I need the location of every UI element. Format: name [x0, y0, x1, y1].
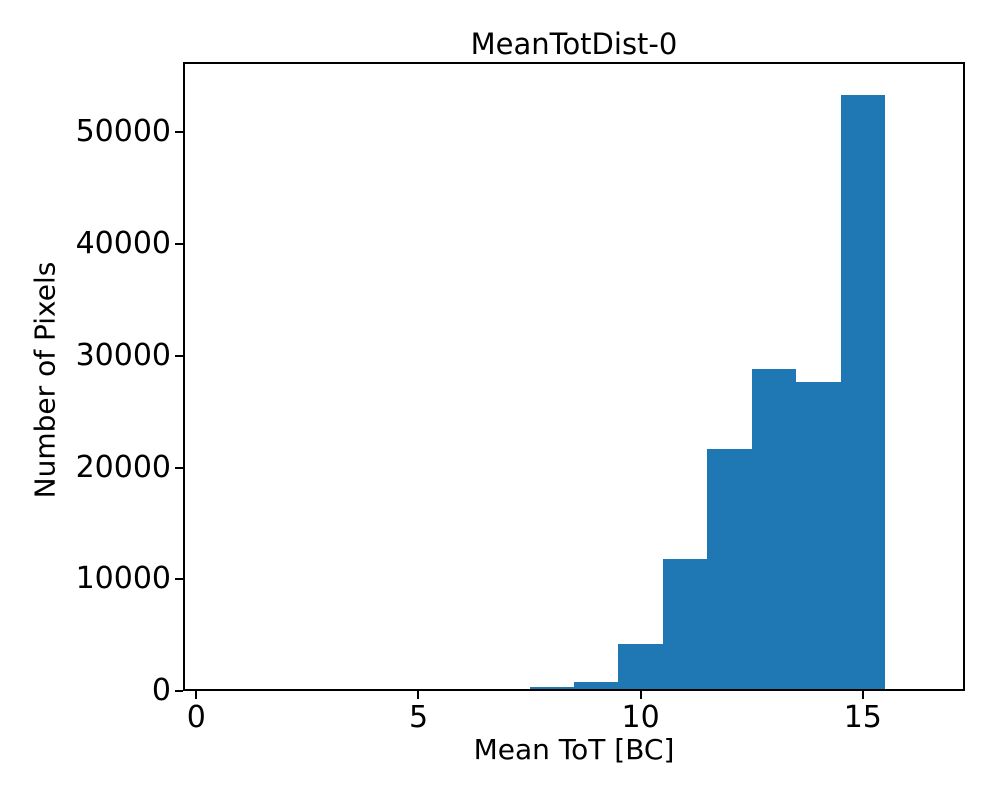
- plot-area: [183, 62, 965, 691]
- y-tick-label: 20000: [75, 449, 171, 485]
- x-tick-label: 5: [408, 700, 429, 735]
- histogram-bar: [618, 644, 663, 689]
- y-tick-label: 40000: [75, 226, 171, 262]
- y-tick-label: 30000: [75, 337, 171, 373]
- y-tick-mark: [175, 131, 183, 134]
- histogram-bar: [751, 369, 797, 689]
- x-tick-mark: [861, 691, 864, 699]
- x-tick-mark: [195, 691, 198, 699]
- histogram-bar: [707, 448, 752, 689]
- y-tick-label: 10000: [75, 561, 171, 597]
- y-tick-label: 0: [151, 673, 171, 708]
- x-tick-label: 15: [843, 700, 882, 735]
- histogram-bar: [662, 559, 708, 689]
- y-tick-mark: [175, 243, 183, 246]
- y-tick-mark: [175, 466, 183, 469]
- x-tick-mark: [417, 691, 420, 699]
- histogram-bar: [840, 94, 885, 689]
- chart-title: MeanTotDist-0: [470, 27, 678, 61]
- histogram-bar: [574, 681, 619, 689]
- y-tick-label: 50000: [75, 114, 171, 150]
- histogram-bar: [529, 686, 574, 689]
- y-tick-mark: [175, 690, 183, 692]
- x-tick-mark: [639, 691, 642, 699]
- y-tick-mark: [175, 578, 183, 581]
- y-tick-mark: [175, 354, 183, 357]
- x-tick-label: 10: [621, 700, 660, 735]
- x-axis-label: Mean ToT [BC]: [473, 733, 675, 766]
- x-tick-label: 0: [186, 700, 206, 735]
- histogram-bar: [796, 381, 841, 689]
